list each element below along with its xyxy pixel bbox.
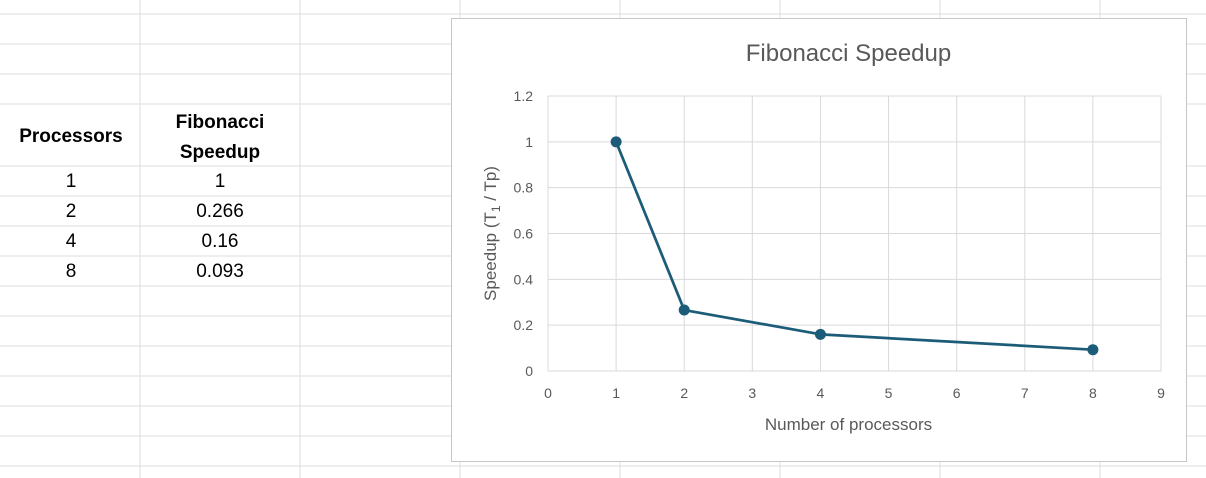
y-tick-label: 0.4 bbox=[514, 271, 534, 287]
chart-area[interactable]: Fibonacci Speedup 0 1 2 3 4 5 6 7 8 9 0 0.2 0.4 0.6 0.8… bbox=[451, 18, 1187, 462]
data-point[interactable] bbox=[1087, 344, 1099, 356]
cell-processors: 8 bbox=[65, 261, 77, 282]
data-point[interactable] bbox=[678, 304, 690, 316]
chart-title: Fibonacci Speedup bbox=[746, 40, 951, 67]
x-tick-label: 2 bbox=[680, 385, 688, 401]
y-tick-label: 0.6 bbox=[514, 226, 534, 242]
cell-processors: 4 bbox=[65, 231, 77, 252]
x-tick-label: 7 bbox=[1021, 385, 1029, 401]
y-tick-label: 0.8 bbox=[514, 180, 534, 196]
y-tick-label: 1 bbox=[525, 134, 533, 150]
cell-speedup: 0.16 bbox=[201, 231, 239, 252]
x-tick-label: 1 bbox=[612, 385, 620, 401]
x-tick-label: 3 bbox=[748, 385, 756, 401]
cell-speedup: 0.093 bbox=[196, 261, 244, 282]
y-axis-title: Speedup (T1 / Tp) bbox=[481, 166, 503, 301]
chart-plot: Fibonacci Speedup 0 1 2 3 4 5 6 7 8 9 0 0.2 0.4 0.6 0.8… bbox=[481, 40, 1165, 434]
header-speedup-line1: Fibonacci bbox=[175, 112, 265, 133]
cell-processors: 2 bbox=[65, 201, 77, 222]
data-point[interactable] bbox=[610, 136, 622, 148]
series-line bbox=[614, 141, 1093, 352]
x-axis-title: Number of processors bbox=[765, 415, 932, 434]
cell-speedup: 0.266 bbox=[196, 201, 244, 222]
data-point[interactable] bbox=[814, 328, 826, 340]
header-processors: Processors bbox=[19, 126, 123, 147]
x-tick-label: 0 bbox=[544, 385, 552, 401]
y-tick-label: 0.2 bbox=[514, 317, 534, 333]
y-tick-label: 0 bbox=[525, 363, 533, 379]
x-tick-label: 8 bbox=[1089, 385, 1097, 401]
y-tick-label: 1.2 bbox=[514, 88, 534, 104]
x-tick-label: 9 bbox=[1157, 385, 1165, 401]
x-tick-label: 5 bbox=[885, 385, 893, 401]
x-tick-label: 4 bbox=[817, 385, 825, 401]
cell-speedup: 1 bbox=[214, 171, 226, 192]
cell-processors: 1 bbox=[65, 171, 77, 192]
header-speedup-line2: Speedup bbox=[179, 142, 261, 163]
x-tick-label: 6 bbox=[953, 385, 961, 401]
